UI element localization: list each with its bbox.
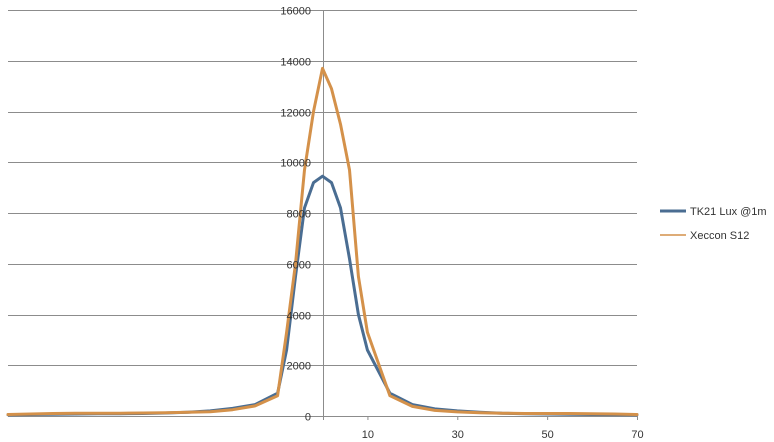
legend: TK21 Lux @1m Xeccon S12	[660, 206, 767, 242]
x-tick-label-1: 30	[452, 429, 464, 441]
series-line-1	[6, 66, 639, 416]
y-tick-label-1: 2000	[287, 361, 311, 373]
y-tick-label-8: 16000	[280, 6, 311, 18]
y-tick-label-0: 0	[305, 412, 311, 424]
x-axis-ticks: 10 30 50 70	[362, 416, 644, 441]
x-tick-label-0: 10	[362, 429, 374, 441]
y-tick-label-3: 6000	[287, 260, 311, 272]
y-axis-ticks: 0 2000 4000 6000 8000 10000 12000 14000 16000	[280, 6, 323, 424]
legend-label-1: Xeccon S12	[690, 230, 749, 242]
y-tick-label-5: 10000	[280, 158, 311, 170]
y-tick-label-7: 14000	[280, 57, 311, 69]
y-tick-label-2: 4000	[287, 311, 311, 323]
series-line-0	[6, 174, 639, 417]
series-layer	[6, 66, 639, 417]
y-tick-label-6: 12000	[280, 108, 311, 120]
x-tick-label-2: 50	[542, 429, 554, 441]
x-tick-label-3: 70	[631, 429, 643, 441]
y-tick-label-4: 8000	[287, 209, 311, 221]
grid-lines	[8, 10, 637, 366]
legend-label-0: TK21 Lux @1m	[690, 206, 767, 218]
